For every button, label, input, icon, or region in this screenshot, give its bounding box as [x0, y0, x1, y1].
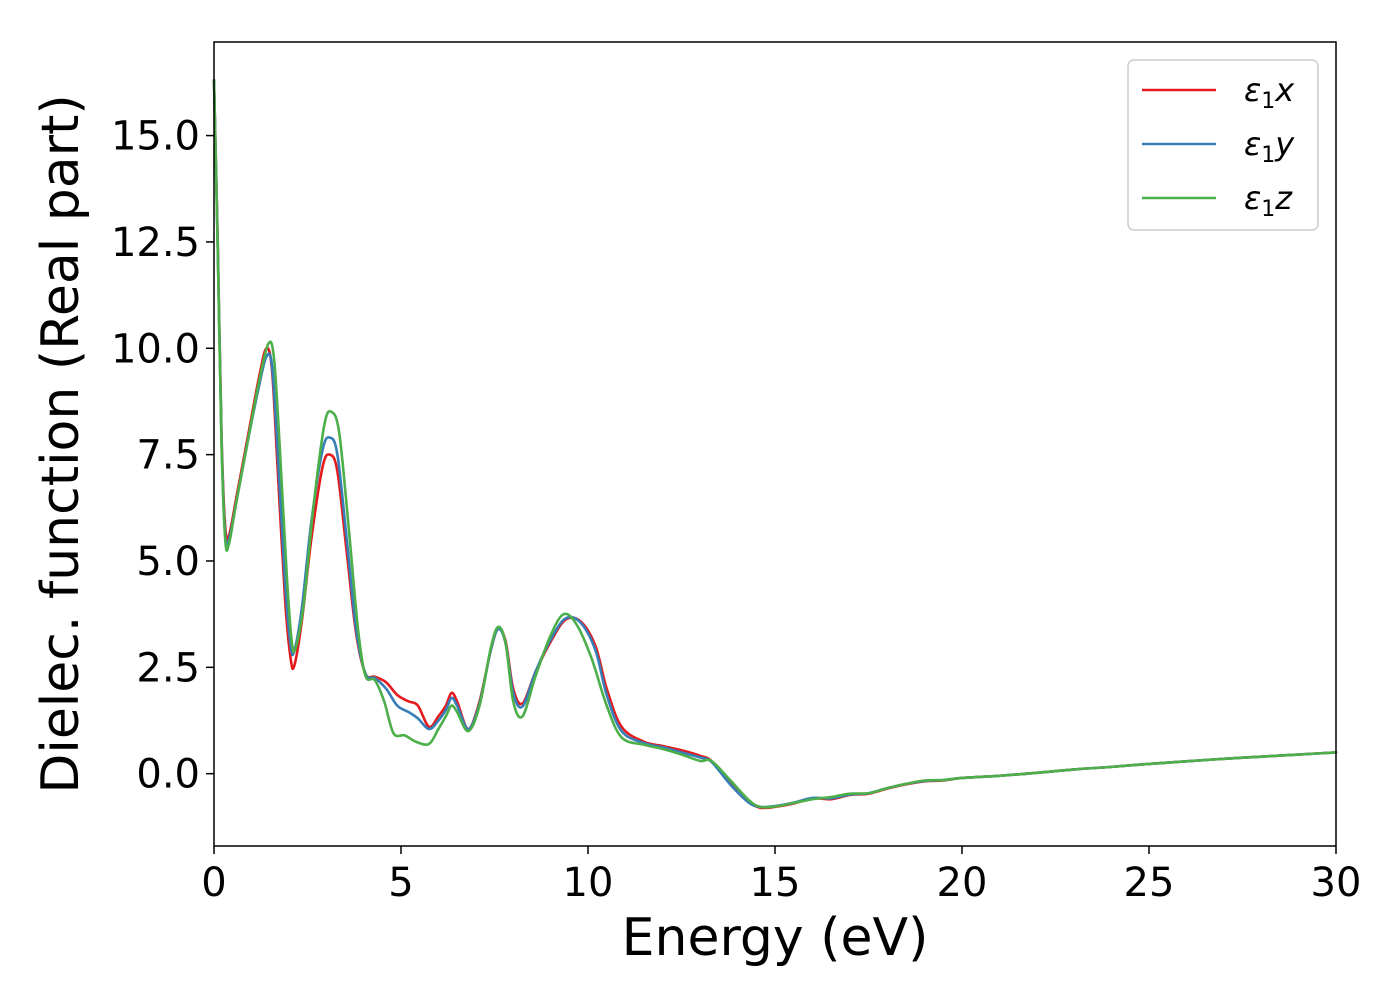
- y-tick-label: 12.5: [111, 220, 200, 266]
- legend-box: [1127, 59, 1319, 231]
- y-tick-label: 15.0: [111, 114, 200, 160]
- x-axis: 0 5 10 15 20 25 30: [201, 846, 1361, 906]
- legend-label-y: ε1y: [1244, 125, 1295, 168]
- y-tick-label: 2.5: [136, 645, 200, 691]
- x-tick-label: 15: [750, 860, 801, 906]
- y-axis: 0.0 2.5 5.0 7.5 10.0 12.5 15.0: [111, 114, 214, 798]
- x-axis-label: Energy (eV): [622, 908, 929, 968]
- x-tick-label: 30: [1311, 860, 1362, 906]
- y-tick-label: 7.5: [136, 433, 200, 479]
- series-lines: [212, 78, 1338, 810]
- x-tick-label: 25: [1124, 860, 1175, 906]
- x-tick-label: 10: [563, 860, 614, 906]
- x-tick-label: 5: [388, 860, 413, 906]
- x-tick-label: 20: [937, 860, 988, 906]
- x-tick-label: 0: [201, 860, 226, 906]
- legend-label-x: ε1x: [1244, 71, 1295, 114]
- legend-label-z: ε1z: [1244, 179, 1293, 222]
- y-axis-label: Dielec. function (Real part): [31, 94, 91, 793]
- y-tick-label: 10.0: [111, 326, 200, 372]
- y-tick-label: 5.0: [136, 539, 200, 585]
- series-line-z: [212, 78, 1338, 809]
- legend: ε1x ε1y ε1z: [1127, 59, 1319, 231]
- y-tick-label: 0.0: [136, 752, 200, 798]
